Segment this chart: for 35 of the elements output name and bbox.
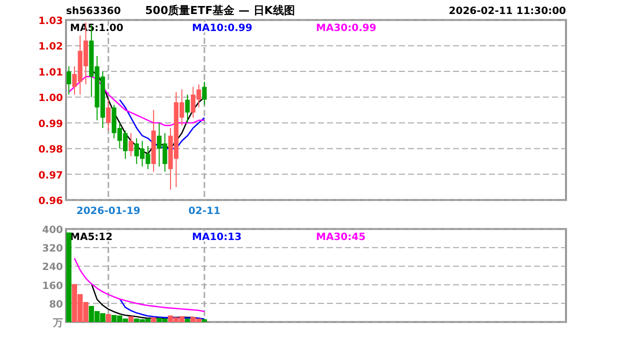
chart-title: 500质量ETF基金 — 日K线图 bbox=[145, 4, 295, 17]
bar bbox=[66, 232, 72, 322]
bar bbox=[128, 316, 134, 322]
y-tick-label: 0.99 bbox=[38, 118, 64, 130]
text: MA30:45 bbox=[316, 232, 366, 243]
y-tick-label: 0.96 bbox=[38, 196, 64, 207]
text: MA10:13 bbox=[192, 232, 242, 243]
candlestick bbox=[128, 132, 134, 157]
candlestick bbox=[66, 66, 72, 96]
y-tick-label: 160 bbox=[42, 280, 64, 292]
y-tick-label: 1.02 bbox=[38, 42, 64, 53]
line-series bbox=[68, 76, 206, 126]
bar bbox=[184, 318, 190, 322]
y-tick-label: 1.00 bbox=[38, 93, 64, 104]
text: 2026-02-11 11:30:00 bbox=[448, 6, 566, 17]
y-tick-label: 400 bbox=[42, 225, 64, 236]
bar bbox=[202, 319, 208, 322]
y-tick-label: 80 bbox=[49, 299, 64, 310]
y-tick-label: 0.97 bbox=[38, 170, 64, 182]
bar bbox=[150, 317, 156, 322]
text: sh563360 bbox=[66, 6, 121, 17]
y-tick-label: 0.98 bbox=[38, 144, 64, 156]
y-tick-label: 万 bbox=[52, 318, 63, 329]
text: MA10:0.99 bbox=[192, 23, 252, 34]
x-tick-label: 02-11 bbox=[188, 206, 220, 217]
y-tick-label: 240 bbox=[42, 262, 64, 274]
x-tick-label: 2026-01-19 bbox=[76, 206, 140, 217]
candlestick bbox=[202, 81, 207, 106]
line-series bbox=[119, 298, 206, 320]
y-tick-label: 1.03 bbox=[38, 16, 64, 27]
candlestick bbox=[185, 94, 190, 124]
y-tick-label: 320 bbox=[42, 244, 64, 255]
text: MA30:0.99 bbox=[316, 23, 376, 34]
y-tick-label: 1.01 bbox=[38, 67, 64, 78]
line-series bbox=[74, 258, 206, 312]
